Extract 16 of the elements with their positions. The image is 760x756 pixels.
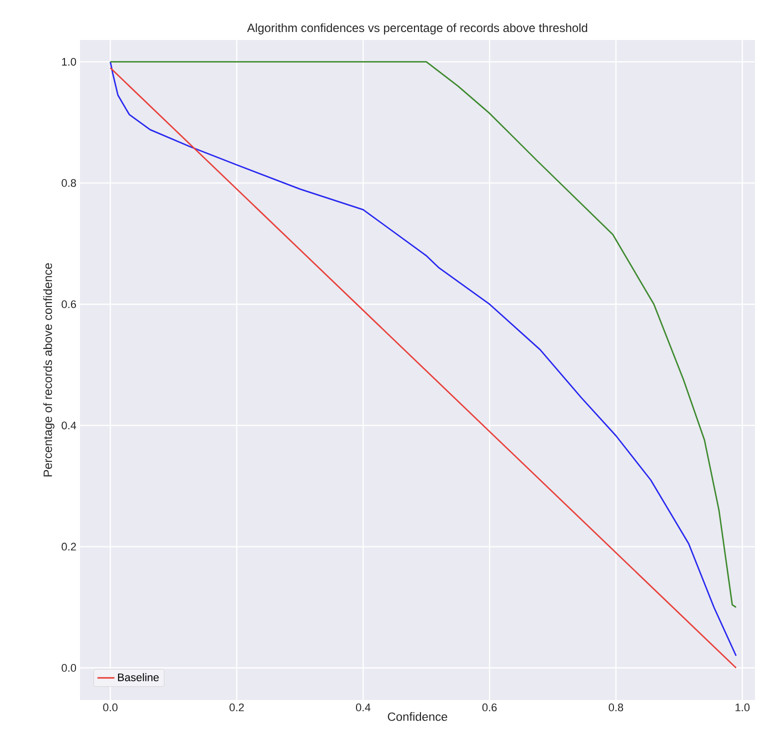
- x-tick-label: 0.8: [608, 704, 624, 712]
- y-tick-label: 0.6: [62, 300, 76, 308]
- y-tick-label: 0.0: [62, 664, 76, 672]
- legend-label: Baseline: [118, 673, 159, 682]
- x-tick-label: 0.2: [230, 704, 244, 712]
- x-tick-label: 1.0: [736, 704, 750, 712]
- x-tick-label: 0.6: [482, 704, 497, 712]
- y-tick-label: 1.0: [62, 58, 76, 66]
- x-tick-label: 0.4: [356, 704, 370, 712]
- x-axis-title: Confidence: [388, 712, 448, 721]
- y-tick-label: 0.4: [62, 422, 76, 430]
- y-tick-label: 0.2: [62, 542, 76, 551]
- chart-title: Algorithm confidences vs percentage of records above threshold: [247, 23, 588, 34]
- y-tick-label: 0.8: [62, 179, 76, 187]
- x-tick-label: 0.0: [103, 704, 118, 712]
- y-axis-title: Percentage of records above confidence: [43, 263, 54, 476]
